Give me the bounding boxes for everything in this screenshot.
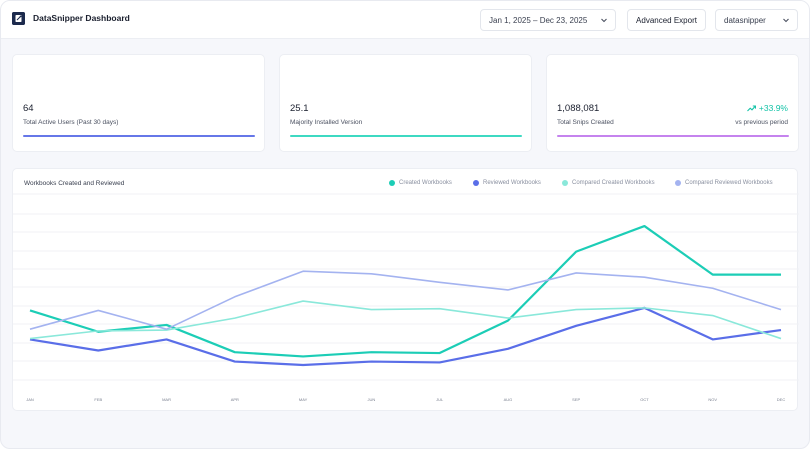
kpi-label: Majority Installed Version xyxy=(290,119,363,126)
trending-up-icon xyxy=(747,104,756,111)
datasnipper-logo-icon xyxy=(12,12,25,25)
legend-dot xyxy=(562,180,568,186)
kpi-label: Total Snips Created xyxy=(557,119,614,126)
kpi-card-snips-created: 1,088,081 Total Snips Created +33.9% vs … xyxy=(546,54,799,152)
advanced-export-button[interactable]: Advanced Export xyxy=(627,9,706,31)
x-tick-label: NOV xyxy=(708,397,717,402)
kpi-value: 1,088,081 xyxy=(557,103,600,114)
chevron-down-icon xyxy=(783,18,789,23)
x-tick-label: MAY xyxy=(299,397,308,402)
trend-caption: vs previous period xyxy=(735,119,788,126)
series-line-3 xyxy=(29,270,782,330)
x-tick-label: SEP xyxy=(572,397,580,402)
x-tick-label: MAR xyxy=(162,397,171,402)
legend-item-reviewed[interactable]: Reviewed Workbooks xyxy=(473,180,541,186)
x-tick-label: AUG xyxy=(504,397,513,402)
workbooks-chart-card: Workbooks Created and Reviewed Created W… xyxy=(12,168,799,411)
x-tick-label: JUN xyxy=(367,397,375,402)
legend-label: Compared Created Workbooks xyxy=(572,180,655,186)
series-line-2 xyxy=(29,300,782,340)
chevron-down-icon xyxy=(601,18,607,23)
legend-label: Compared Reviewed Workbooks xyxy=(685,180,773,186)
legend-dot xyxy=(389,180,395,186)
date-range-picker[interactable]: Jan 1, 2025 – Dec 23, 2025 xyxy=(480,9,616,31)
trend-indicator: +33.9% xyxy=(747,103,788,113)
trend-value: +33.9% xyxy=(758,103,788,113)
x-tick-label: OCT xyxy=(640,397,649,402)
page-title: DataSnipper Dashboard xyxy=(33,13,130,23)
kpi-card-installed-version: 25.1 Majority Installed Version xyxy=(279,54,532,152)
kpi-accent-bar xyxy=(23,135,255,137)
workspace-select-value: datasnipper xyxy=(724,15,766,25)
kpi-card-active-users: 64 Total Active Users (Past 30 days) xyxy=(12,54,265,152)
legend-item-compared-reviewed[interactable]: Compared Reviewed Workbooks xyxy=(675,180,773,186)
kpi-accent-bar xyxy=(557,135,789,137)
workspace-select[interactable]: datasnipper xyxy=(715,9,798,31)
kpi-value: 64 xyxy=(23,103,34,114)
x-tick-label: JUL xyxy=(436,397,444,402)
x-tick-label: APR xyxy=(231,397,239,402)
legend-item-compared-created[interactable]: Compared Created Workbooks xyxy=(562,180,655,186)
series-line-1 xyxy=(29,306,782,367)
advanced-export-label: Advanced Export xyxy=(636,15,697,25)
legend-dot xyxy=(473,180,479,186)
top-bar: DataSnipper Dashboard Jan 1, 2025 – Dec … xyxy=(1,1,809,39)
x-tick-label: FEB xyxy=(94,397,102,402)
kpi-accent-bar xyxy=(290,135,522,137)
legend-label: Created Workbooks xyxy=(399,180,452,186)
legend-item-created[interactable]: Created Workbooks xyxy=(389,180,452,186)
x-tick-label: DEC xyxy=(777,397,786,402)
x-tick-label: JAN xyxy=(26,397,34,402)
legend-dot xyxy=(675,180,681,186)
line-chart: JAN FEB MAR APR MAY JUN JUL AUG SEP OCT NOV DEC xyxy=(13,193,799,402)
kpi-value: 25.1 xyxy=(290,103,309,114)
legend-label: Reviewed Workbooks xyxy=(483,180,541,186)
series-line-0 xyxy=(29,224,781,358)
chart-title: Workbooks Created and Reviewed xyxy=(24,180,125,187)
date-range-value: Jan 1, 2025 – Dec 23, 2025 xyxy=(489,15,588,25)
kpi-label: Total Active Users (Past 30 days) xyxy=(23,119,119,126)
